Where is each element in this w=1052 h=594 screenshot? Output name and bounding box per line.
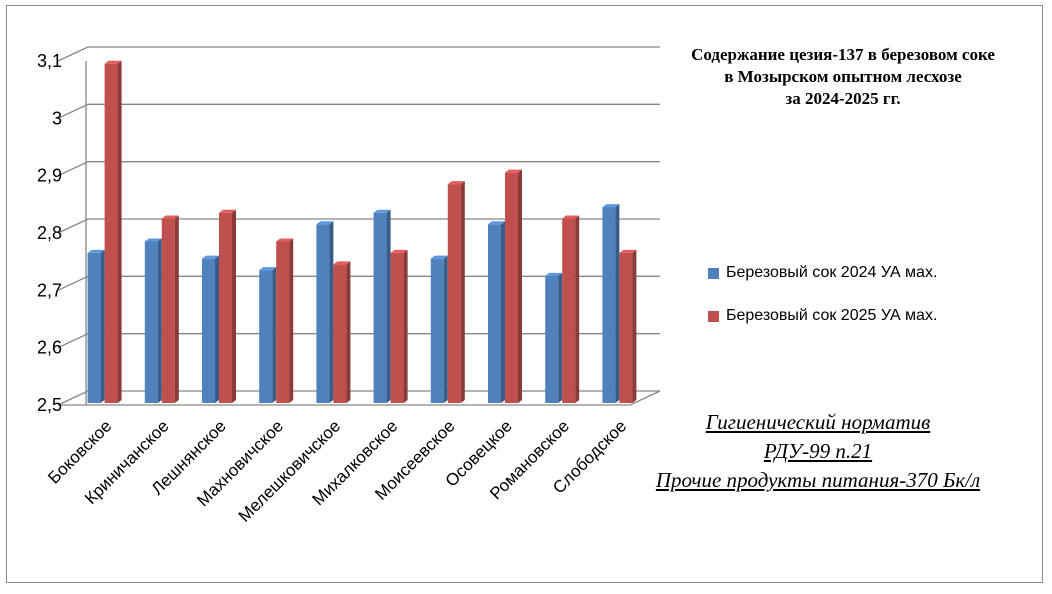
bar-2024	[373, 209, 391, 403]
category-labels: БоковскоеКриничанскоеЛешнянскоеМахновичс…	[44, 416, 630, 525]
bar-2024	[316, 221, 334, 403]
bar-2025	[562, 215, 580, 403]
gridline	[57, 103, 660, 119]
legend-item-2025: Березовый сок 2025 УА мах.	[708, 305, 937, 327]
legend-item-2024: Березовый сок 2024 УА мах.	[708, 262, 937, 284]
bar-2024	[488, 221, 505, 403]
category-label: Мелешковичское	[235, 416, 344, 525]
legend: Березовый сок 2024 УА мах. Березовый сок…	[708, 262, 937, 348]
bar-2024	[144, 238, 162, 403]
gridlines	[57, 46, 660, 406]
chart-title: Содержание цезия-137 в березовом соке в …	[633, 44, 1052, 110]
bars	[87, 60, 637, 403]
y-tick-labels: 2,5 2,6 2,7 2,8 2,9 3 3,1	[37, 51, 62, 415]
chart-title-line-3: за 2024-2025 гг.	[785, 89, 901, 108]
legend-label-2024: Березовый сок 2024 УА мах.	[726, 264, 938, 281]
bar-2025	[505, 169, 522, 403]
axes	[58, 61, 661, 406]
y-tick-label: 2,6	[37, 338, 62, 358]
x-axis-floor	[58, 390, 661, 406]
bar-2024	[545, 272, 563, 403]
bar-2025	[619, 249, 637, 403]
y-tick-label: 2,8	[37, 223, 62, 243]
bar-2024	[259, 267, 277, 403]
hygienic-standard-note: Гигиенический норматив РДУ-99 п.21 Прочи…	[598, 408, 1038, 495]
gridline	[57, 218, 660, 234]
bar-2025	[333, 261, 351, 403]
bar-2024	[602, 204, 620, 403]
gridline	[57, 161, 660, 177]
y-tick-label: 2,5	[37, 395, 62, 415]
bar-2025	[276, 238, 294, 403]
note-line-2: РДУ-99 п.21	[763, 439, 873, 463]
bar-2024	[202, 255, 219, 403]
legend-label-2025: Березовый сок 2025 УА мах.	[726, 307, 938, 324]
chart-frame	[6, 5, 1043, 583]
bar-2025	[447, 181, 465, 403]
bar-2024	[87, 249, 105, 403]
legend-swatch-2024	[708, 267, 719, 279]
note-line-1: Гигиенический норматив	[705, 410, 931, 434]
bar-2025	[219, 209, 236, 403]
legend-swatch-2025	[708, 310, 719, 322]
note-line-3: Прочие продукты питания-370 Бк/л	[655, 468, 981, 492]
y-tick-label: 3,1	[37, 51, 62, 71]
chart-title-line-1: Содержание цезия-137 в березовом соке	[691, 45, 995, 64]
y-tick-label: 2,7	[37, 280, 62, 300]
gridline	[57, 46, 660, 62]
y-tick-label: 3	[52, 108, 62, 128]
bar-2025	[104, 60, 122, 403]
bar-2024	[430, 255, 448, 403]
bar-2025	[390, 249, 408, 403]
y-tick-label: 2,9	[37, 166, 62, 186]
bar-2025	[161, 215, 179, 403]
chart-title-line-2: в Мозырском опытном лесхозе	[724, 67, 962, 86]
